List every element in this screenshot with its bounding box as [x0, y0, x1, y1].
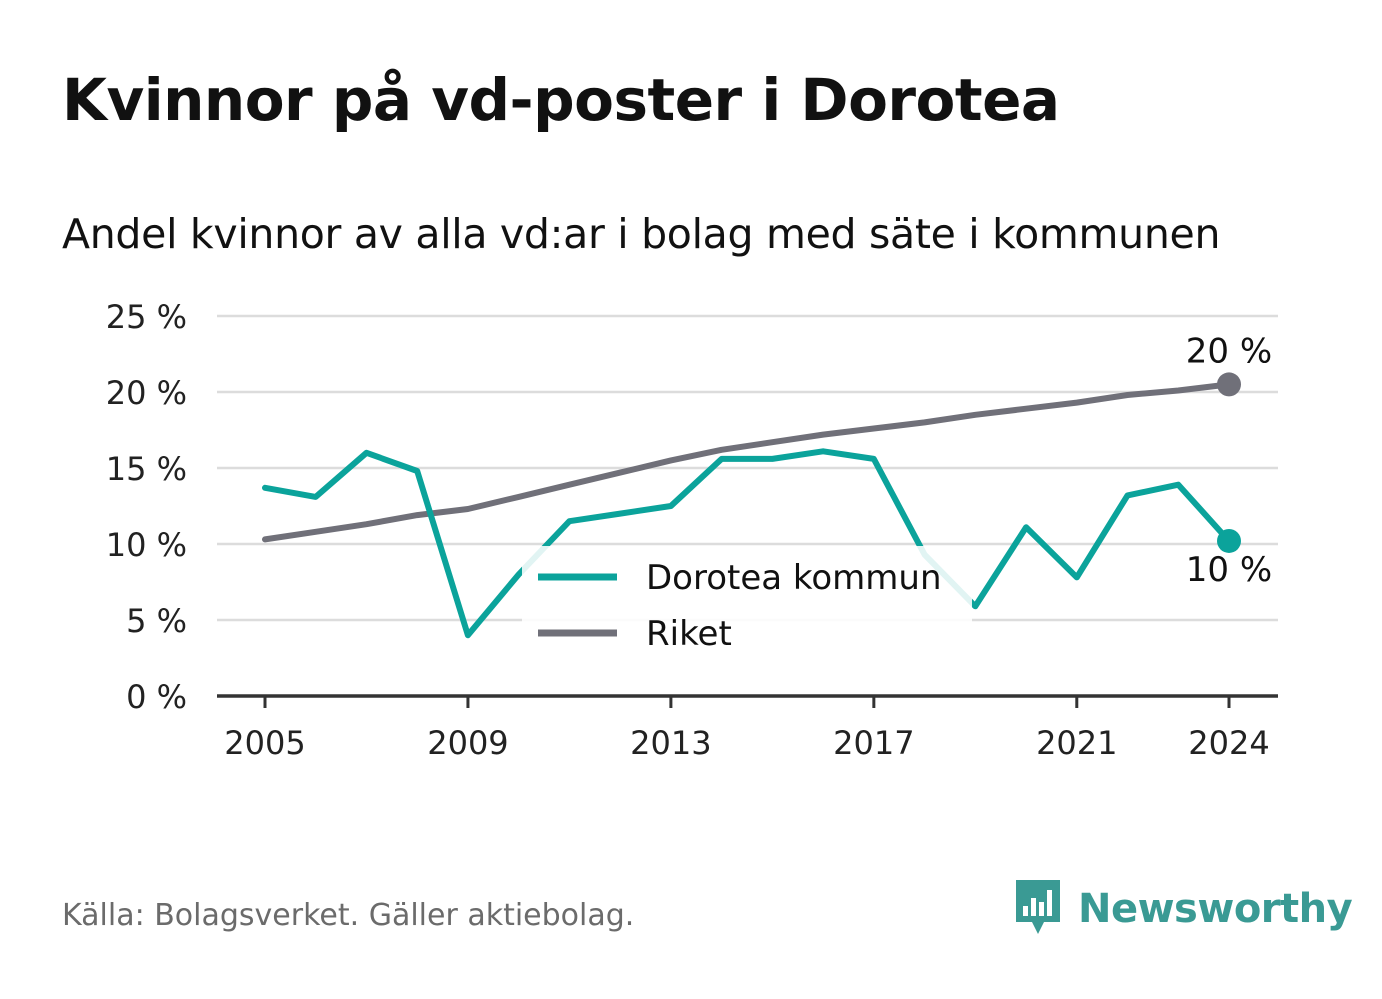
- y-tick-label: 5 %: [126, 602, 187, 640]
- x-tick-label: 2005: [224, 724, 305, 762]
- legend-label: Riket: [646, 614, 732, 654]
- newsworthy-logo-icon: [1016, 880, 1060, 934]
- end-marker: [1217, 528, 1241, 553]
- x-tick-label: 2021: [1036, 724, 1117, 762]
- x-axis: 2005 2009 2013 2017 2021 2024: [217, 694, 1278, 762]
- series-lines: [262, 381, 1232, 639]
- x-tick-label: 2009: [427, 724, 508, 762]
- source-note: Källa: Bolagsverket. Gäller aktiebolag.: [62, 898, 635, 933]
- x-tick-label: 2024: [1188, 724, 1269, 762]
- y-tick-label: 15 %: [106, 450, 187, 488]
- y-tick-label: 25 %: [106, 298, 187, 336]
- end-marker: [1217, 372, 1241, 397]
- y-tick-label: 0 %: [126, 678, 187, 716]
- y-tick-label: 20 %: [106, 374, 187, 412]
- y-axis-tick-labels: 0 % 5 % 10 % 15 % 20 % 25 %: [106, 298, 187, 716]
- end-value-label: 10 %: [1186, 550, 1272, 590]
- y-tick-label: 10 %: [106, 526, 187, 564]
- series-line-riket: [262, 381, 1232, 543]
- series-line-dorotea: [262, 448, 1232, 639]
- end-markers: 10 % 20 %: [1186, 331, 1272, 590]
- end-value-label: 20 %: [1186, 331, 1272, 371]
- chart-subtitle: Andel kvinnor av alla vd:ar i bolag med …: [62, 210, 1221, 258]
- legend: Dorotea kommun Riket: [522, 546, 972, 664]
- x-tick-label: 2013: [630, 724, 711, 762]
- brand-name: Newsworthy: [1078, 886, 1353, 932]
- legend-background: [522, 546, 972, 664]
- legend-label: Dorotea kommun: [646, 558, 942, 598]
- chart-title: Kvinnor på vd-poster i Dorotea: [62, 66, 1060, 134]
- x-tick-label: 2017: [833, 724, 914, 762]
- brand-logo: Newsworthy: [1012, 878, 1353, 940]
